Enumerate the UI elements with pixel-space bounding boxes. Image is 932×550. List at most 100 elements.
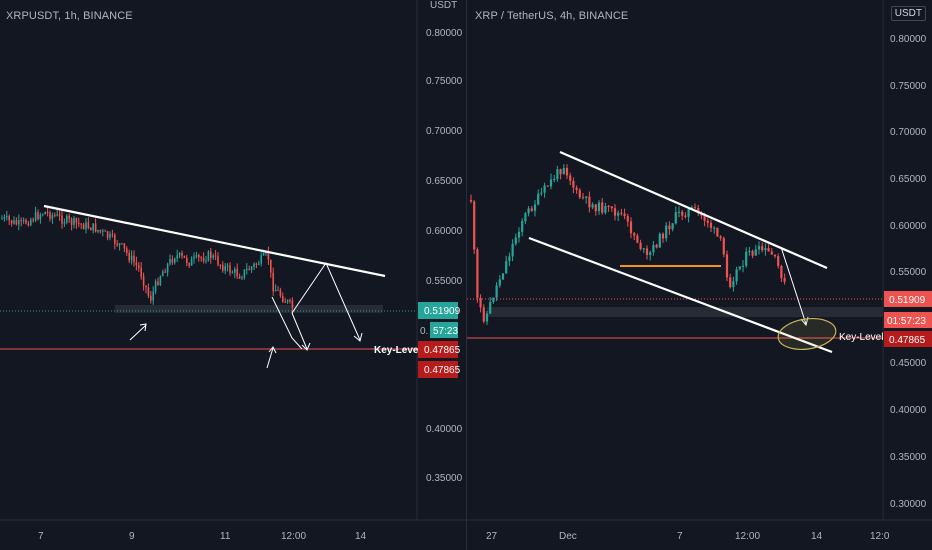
candle-body: [61, 215, 63, 224]
candle-body: [181, 252, 183, 256]
candle-body: [610, 206, 613, 209]
candle-body: [729, 277, 732, 288]
candle-body: [171, 258, 174, 263]
candle-body: [58, 214, 61, 216]
left-x-axis: 7 9 11 12:00 14: [38, 531, 367, 542]
left-projection-path-3: [271, 296, 303, 350]
candle-body: [114, 234, 116, 244]
left-chart-pane[interactable]: XRPUSDT, 1h, BINANCE USDT 0.80000 0.7500…: [0, 0, 466, 550]
candle-body: [562, 167, 565, 175]
candle-body: [200, 257, 202, 259]
candle-body: [514, 237, 517, 244]
candle-body: [75, 218, 78, 223]
right-chart-canvas[interactable]: 0.80000 0.75000 0.70000 0.65000 0.60000 …: [467, 0, 932, 550]
candle-body: [39, 214, 42, 220]
candle-body: [754, 249, 757, 256]
svg-text:0.47865: 0.47865: [424, 365, 461, 376]
candle-body: [159, 276, 162, 285]
left-bounce-arrow: [129, 323, 147, 341]
candle-body: [66, 216, 68, 223]
candle-body: [46, 211, 49, 213]
left-y-tick: 0.35000: [426, 473, 463, 484]
left-y-tick: 0.40000: [426, 424, 463, 435]
right-y-tick: 0.40000: [890, 405, 927, 416]
candle-body: [543, 185, 546, 193]
left-x-tick: 9: [129, 531, 135, 542]
candle-body: [214, 255, 217, 257]
left-y-axis: 0.80000 0.75000 0.70000 0.65000 0.60000 …: [426, 28, 463, 484]
candle-body: [521, 221, 524, 232]
left-x-tick: 12:00: [281, 531, 306, 542]
candle-body: [18, 220, 20, 225]
candle-body: [709, 222, 713, 228]
right-x-tick: 14: [811, 531, 823, 542]
candle-body: [210, 251, 212, 258]
candle-body: [658, 233, 661, 248]
candle-body: [773, 254, 777, 257]
svg-text:57:23: 57:23: [433, 326, 458, 337]
candle-body: [54, 215, 56, 217]
candle-body: [633, 233, 636, 236]
candle-body: [174, 258, 176, 263]
candle-body: [693, 207, 697, 209]
candle-body: [188, 262, 190, 266]
candle-body: [585, 196, 588, 198]
candle-body: [639, 242, 642, 250]
candle-body: [569, 175, 572, 181]
candle-body: [234, 268, 236, 273]
candle-body: [260, 255, 262, 264]
candle-body: [757, 246, 761, 250]
candle-body: [684, 215, 687, 217]
candle-body: [166, 263, 169, 273]
candle-body: [289, 300, 291, 302]
candle-body: [559, 169, 562, 175]
left-chart-canvas[interactable]: 0.80000 0.75000 0.70000 0.65000 0.60000 …: [0, 0, 466, 550]
candle-body: [238, 276, 241, 279]
candle-body: [272, 272, 274, 292]
candle-body: [243, 269, 246, 278]
candle-body: [722, 238, 725, 255]
left-y-tick: 0.70000: [426, 126, 463, 137]
candle-body: [677, 211, 681, 213]
right-price-tag: 0.51909: [884, 291, 932, 307]
candle-body: [219, 264, 222, 266]
svg-text:0.47865: 0.47865: [424, 345, 461, 356]
left-support-zone: [115, 305, 383, 313]
candle-body: [668, 225, 671, 230]
left-x-tick: 14: [355, 531, 367, 542]
candle-body: [780, 266, 783, 279]
candle-body: [87, 222, 90, 229]
candle-body: [195, 255, 198, 257]
candle-body: [150, 295, 152, 301]
candle-body: [745, 251, 748, 266]
candle-body: [572, 180, 575, 188]
right-y-tick: 0.55000: [890, 267, 927, 278]
candle-body: [761, 246, 764, 251]
candle-body: [578, 189, 581, 198]
right-chart-pane[interactable]: XRP / TetherUS, 4h, BINANCE USDT 0.80000…: [467, 0, 932, 550]
candle-body: [479, 297, 482, 308]
right-y-tick: 0.65000: [890, 174, 927, 185]
candle-body: [482, 307, 485, 322]
candle-body: [248, 268, 250, 271]
candle-body: [279, 290, 282, 296]
left-projection-path: [291, 261, 361, 341]
candle-body: [78, 222, 80, 224]
candle-body: [703, 215, 706, 221]
right-y-tick: 0.45000: [890, 358, 927, 369]
pane-divider[interactable]: [466, 0, 467, 550]
candle-body: [626, 216, 629, 222]
candle-body: [178, 252, 181, 256]
candle-body: [629, 221, 633, 234]
candle-body: [265, 252, 267, 254]
right-currency-button[interactable]: USDT: [890, 6, 926, 21]
candle-body: [22, 219, 25, 221]
candle-body: [85, 222, 87, 230]
candle-body: [751, 250, 754, 256]
candle-body: [157, 281, 159, 285]
candle-body: [706, 220, 709, 223]
candle-body: [68, 216, 70, 219]
candle-body: [291, 300, 294, 308]
candle-body: [80, 223, 82, 225]
candle-body: [671, 223, 674, 230]
